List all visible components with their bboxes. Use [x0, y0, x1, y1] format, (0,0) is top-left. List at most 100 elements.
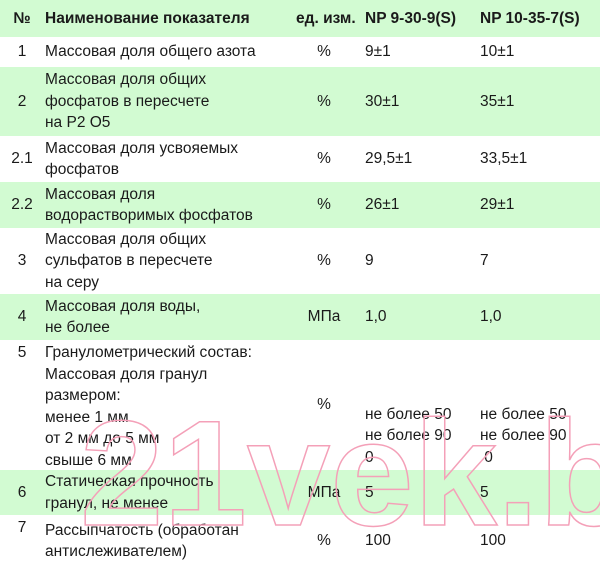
row-number-line: 6 — [17, 483, 27, 501]
indicator-name-line: гранул, не менее — [45, 494, 169, 512]
value-np-9-30-9-line: не более 90 — [365, 427, 452, 444]
table-row: 5 Гранулометрический состав: Массовая доля… — [0, 340, 600, 470]
value-np-9-30-9: 9±1 — [365, 37, 480, 67]
value-np-9-30-9-line: 1,0 — [365, 308, 387, 326]
unit: % — [296, 67, 352, 136]
table-row: 3 Массовая доля общих сульфатов в пересчет… — [0, 228, 600, 294]
table-row: 4 Массовая доля воды, не более МПа 1,0 1,0 — [0, 294, 600, 340]
unit: % — [296, 515, 352, 567]
value-np-10-35-7-line: 10±1 — [480, 43, 515, 61]
indicator-name-line: водорастворимых фосфатов — [45, 207, 253, 224]
unit: % — [296, 136, 352, 182]
indicator-name-line: от 2 мм до 5 мм — [45, 430, 160, 447]
row-number-line: 2 — [17, 92, 27, 110]
row-number: 6 — [0, 470, 44, 515]
header-v2: NP 10-35-7(S) — [480, 9, 580, 27]
row-number-line: 3 — [17, 252, 27, 270]
indicator-name: Массовая доля общих фосфатов в пересчете н… — [45, 67, 315, 136]
value-np-10-35-7: 10±1 — [480, 37, 600, 67]
row-number-line: 1 — [17, 43, 27, 61]
indicator-name: Массовая доля общего азота — [45, 37, 315, 67]
value-np-9-30-9: 5 — [365, 470, 480, 515]
indicator-name: Массовая доля воды, не более — [45, 294, 315, 340]
table-row: 2.2 Массовая доля водорастворимых фосфатов… — [0, 182, 600, 228]
indicator-name-line: Статическая прочность — [45, 473, 214, 490]
indicator-name-line: Гранулометрический состав: — [45, 344, 252, 361]
indicator-name-line: свыше 6 мм — [45, 451, 132, 469]
table-row: 6 Статическая прочность гранул, не менее МП… — [0, 470, 600, 515]
value-np-10-35-7-line: не более 50 — [480, 405, 567, 423]
value-np-9-30-9: не более 50 не более 90 0 — [365, 340, 480, 470]
indicator-name-line: Массовая доля общего азота — [45, 43, 256, 61]
indicator-name-line: фосфатов в пересчете — [45, 92, 210, 110]
value-np-9-30-9-line: 30±1 — [365, 92, 400, 110]
value-np-10-35-7: 7 — [480, 228, 600, 294]
value-np-9-30-9-line: 0 — [365, 448, 374, 466]
value-np-10-35-7-line: 29±1 — [480, 196, 515, 214]
value-np-10-35-7: не более 50 не более 90 0 — [480, 340, 600, 470]
value-np-10-35-7-line: 7 — [480, 252, 489, 270]
value-np-9-30-9-line: 100 — [365, 532, 391, 550]
indicator-name-line: размером: — [45, 387, 121, 404]
value-np-10-35-7-line: не более 90 — [480, 427, 567, 444]
indicator-name-line: Массовая доля усвояемых — [45, 139, 239, 157]
value-np-9-30-9: 30±1 — [365, 67, 480, 136]
unit-line: % — [317, 532, 331, 550]
value-np-10-35-7: 35±1 — [480, 67, 600, 136]
row-number: 4 — [0, 294, 44, 340]
indicator-name-line: сульфатов в пересчете — [45, 252, 213, 270]
header-v1: NP 9-30-9(S) — [365, 9, 457, 27]
unit-line: % — [317, 252, 331, 270]
row-number: 5 — [0, 340, 44, 470]
value-np-10-35-7: 1,0 — [480, 294, 600, 340]
header-num: № — [13, 9, 31, 27]
unit-line: % — [317, 43, 331, 61]
value-np-9-30-9-line: не более 50 — [365, 405, 452, 423]
indicator-name: Массовая доля усвояемых фосфатов — [45, 136, 315, 182]
indicator-name-line: Массовая доля воды, — [45, 297, 201, 315]
value-np-9-30-9-line: 26±1 — [365, 196, 400, 214]
indicator-name-line: на серу — [45, 273, 100, 291]
value-np-10-35-7-line: 5 — [480, 483, 489, 501]
header-unit: ед. изм. — [296, 9, 356, 27]
unit-line: % — [317, 150, 331, 168]
value-np-9-30-9-line: 9 — [365, 252, 374, 270]
indicator-name: Рассыпчатость (обработан антислеживателем… — [45, 515, 315, 567]
indicator-name: Массовая доля общих сульфатов в пересчете… — [45, 228, 315, 294]
unit-line: % — [317, 396, 331, 414]
value-np-9-30-9: 9 — [365, 228, 480, 294]
indicator-name: Массовая доля водорастворимых фосфатов — [45, 182, 315, 228]
indicator-name-line: на P2 O5 — [45, 114, 111, 132]
row-number: 2 — [0, 67, 44, 136]
indicator-name: Гранулометрический состав: Массовая доля … — [45, 340, 315, 470]
table-row: 2 Массовая доля общих фосфатов в пересчете… — [0, 67, 600, 136]
indicator-name-line: антислеживателем) — [45, 543, 188, 560]
value-np-10-35-7-line: 0 — [480, 448, 493, 466]
header-name: Наименование показателя — [45, 9, 250, 27]
value-np-9-30-9: 100 — [365, 515, 480, 567]
value-np-10-35-7-line: 100 — [480, 532, 506, 550]
indicator-name-line: фосфатов — [45, 161, 119, 178]
unit: % — [296, 340, 352, 470]
unit: МПа — [296, 294, 352, 340]
indicator-name-line: Рассыпчатость (обработан — [45, 521, 239, 539]
row-number-line: 2.1 — [11, 150, 33, 168]
unit: МПа — [296, 470, 352, 515]
value-np-10-35-7-line: 33,5±1 — [480, 150, 528, 168]
unit-line: % — [317, 196, 331, 214]
indicator-name-line: не более — [45, 319, 110, 336]
unit: % — [296, 182, 352, 228]
row-number-line: 4 — [17, 308, 27, 326]
value-np-10-35-7: 29±1 — [480, 182, 600, 228]
table-row: 2.1 Массовая доля усвояемых фосфатов% 29,5±… — [0, 136, 600, 182]
value-np-9-30-9: 1,0 — [365, 294, 480, 340]
indicator-name-line: Массовая доля общих — [45, 71, 207, 89]
value-np-9-30-9-line: 9±1 — [365, 43, 391, 61]
table-row: 1 Массовая доля общего азота% 9±1 10±1 — [0, 37, 600, 67]
indicator-name-line: Массовая доля — [45, 185, 156, 203]
value-np-10-35-7-line: 1,0 — [480, 308, 502, 326]
unit: % — [296, 37, 352, 67]
row-number: 2.1 — [0, 136, 44, 182]
indicator-name-line: Массовая доля общих — [45, 230, 207, 248]
row-number-line: 5 — [17, 344, 27, 361]
